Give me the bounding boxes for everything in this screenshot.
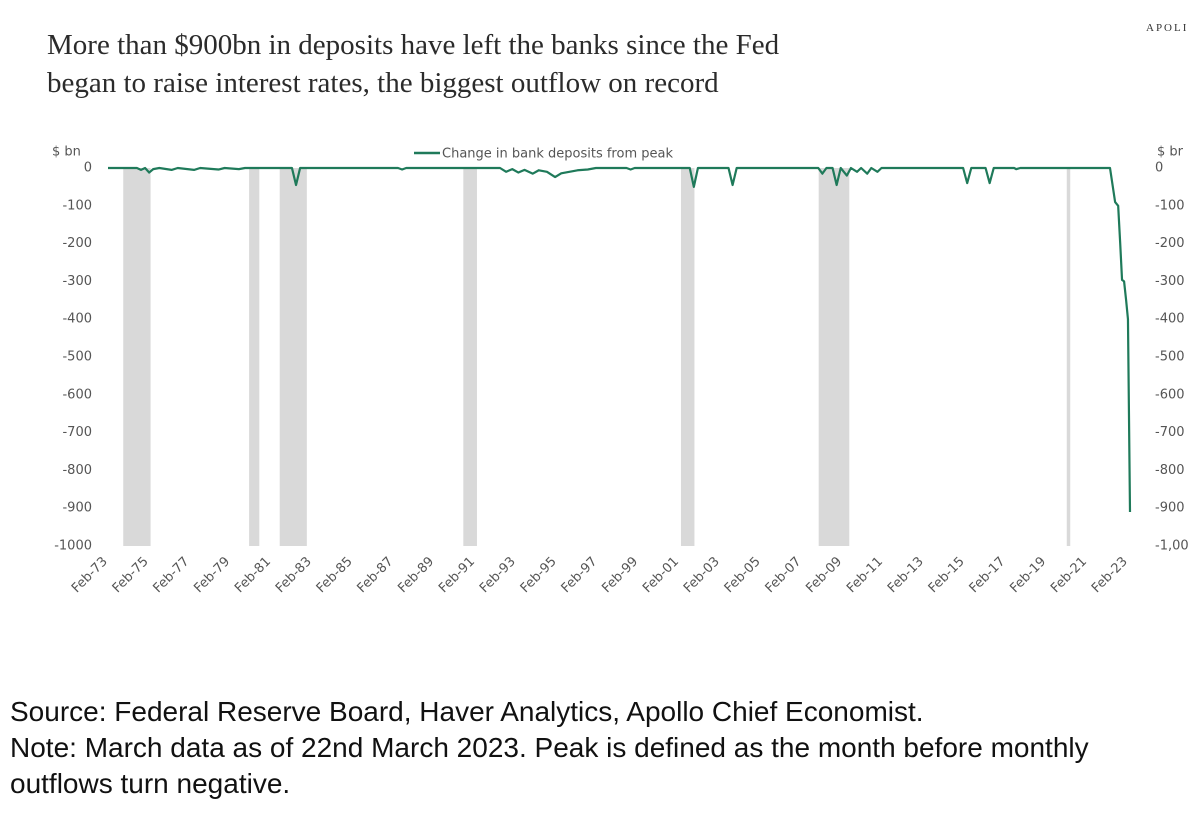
x-tick-label: Feb-97 [559,554,601,596]
recession-band [1066,168,1071,546]
y2-tick-label: -1,00 [1155,539,1189,554]
recession-band [463,168,477,546]
x-tick-label: Feb-87 [355,554,397,596]
y2-axis-label: $ br [1157,145,1184,160]
y2-tick-label: -800 [1155,463,1185,478]
recession-band [818,168,850,546]
y2-tick-label: -400 [1155,312,1185,327]
y-tick-label: -900 [62,501,92,516]
y2-tick-label: -200 [1155,236,1185,251]
x-tick-label: Feb-19 [1007,554,1049,596]
recession-band [680,168,695,546]
x-tick-label: Feb-23 [1089,554,1131,596]
x-tick-label: Feb-77 [151,554,193,596]
y-tick-label: 0 [84,161,92,176]
x-tick-label: Feb-95 [518,554,560,596]
y2-tick-label: -100 [1155,198,1185,213]
x-tick-label: Feb-93 [477,554,519,596]
y-axis-label: $ bn [52,145,81,160]
chart: More than $900bn in deposits have left t… [47,22,1189,596]
y2-tick-label: -900 [1155,501,1185,516]
y-tick-label: -400 [62,312,92,327]
x-tick-label: Feb-79 [191,554,233,596]
y2-tick-label: -300 [1155,274,1185,289]
x-tick-label: Feb-17 [967,554,1009,596]
note: Note: March data as of 22nd March 2023. … [10,732,1089,799]
source-note: Source: Federal Reserve Board, Haver Ana… [10,696,924,727]
x-tick-label: Feb-89 [395,554,437,596]
x-tick-label: Feb-09 [803,554,845,596]
x-tick-label: Feb-05 [722,554,764,596]
chart-title: began to raise interest rates, the bigge… [47,67,719,99]
recession-band [279,168,307,546]
y-tick-label: -700 [62,425,92,440]
y-tick-label: -100 [62,198,92,213]
y2-tick-label: -500 [1155,350,1185,365]
recession-band [123,168,151,546]
y-tick-label: -1000 [54,539,92,554]
y2-tick-label: -700 [1155,425,1185,440]
x-tick-label: Feb-91 [436,554,478,596]
y-tick-label: -200 [62,236,92,251]
x-tick-label: Feb-85 [314,554,356,596]
chart-title: More than $900bn in deposits have left t… [47,29,780,61]
data-line [108,166,1132,512]
y-tick-label: -800 [62,463,92,478]
y2-tick-label: 0 [1155,161,1163,176]
y2-tick-label: -600 [1155,387,1185,402]
x-tick-label: Feb-21 [1048,554,1090,596]
recession-band [249,168,260,546]
x-tick-label: Feb-01 [640,554,682,596]
x-tick-label: Feb-03 [681,554,723,596]
x-tick-label: Feb-99 [599,554,641,596]
x-tick-label: Feb-73 [69,554,111,596]
y-tick-label: -500 [62,350,92,365]
x-tick-label: Feb-11 [844,554,886,596]
x-tick-label: Feb-81 [232,554,274,596]
x-tick-label: Feb-15 [926,554,968,596]
y-tick-label: -300 [62,274,92,289]
x-tick-label: Feb-83 [273,554,315,596]
x-tick-label: Feb-75 [110,554,152,596]
x-tick-label: Feb-13 [885,554,927,596]
legend-label: Change in bank deposits from peak [442,147,673,162]
x-tick-label: Feb-07 [763,554,805,596]
brand-logo: APOLI [1146,22,1188,34]
y-tick-label: -600 [62,387,92,402]
